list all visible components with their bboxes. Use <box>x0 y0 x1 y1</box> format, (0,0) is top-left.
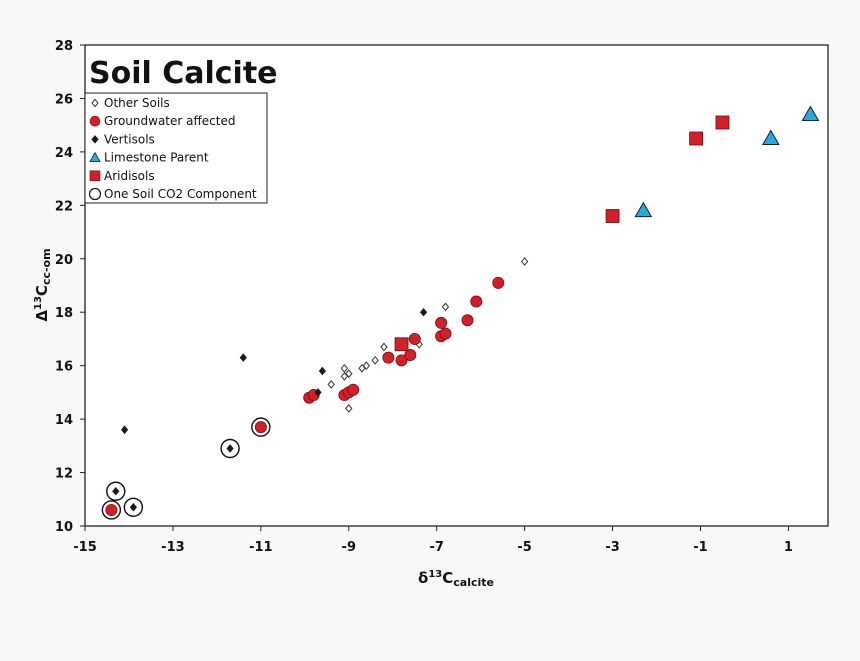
point-circle-red <box>404 348 417 361</box>
point-diamond-filled <box>314 388 322 397</box>
point-diamond-open <box>345 404 353 413</box>
point-circle-open <box>106 481 126 501</box>
legend-item: Groundwater affected <box>89 114 235 128</box>
legend-item: Vertisols <box>91 132 155 146</box>
y-tick-label: 26 <box>55 92 73 107</box>
point-circle-red <box>470 295 483 308</box>
point-square-red <box>689 131 704 146</box>
point-diamond-open <box>345 369 353 379</box>
point-circle-red <box>347 383 360 396</box>
point-diamond-filled <box>419 307 428 317</box>
y-tick-label: 16 <box>55 360 73 375</box>
point-circle-red <box>461 314 474 327</box>
x-tick-label: -9 <box>342 540 356 555</box>
point-triangle-blue <box>634 201 653 218</box>
legend: Other Soils Groundwater affected Vertisols… <box>84 92 268 204</box>
point-diamond-open <box>520 257 529 266</box>
legend-label: Vertisols <box>104 132 155 146</box>
y-tick-label: 28 <box>55 39 73 54</box>
point-circle-red <box>382 351 395 364</box>
point-circle-red <box>395 354 408 367</box>
x-tick-label: -11 <box>249 540 273 555</box>
point-circle-red <box>408 332 421 345</box>
point-square-red <box>394 337 409 352</box>
point-diamond-filled <box>239 353 247 362</box>
point-circle-open <box>123 497 144 517</box>
point-diamond-open <box>441 302 450 312</box>
legend-marker-diamond-open <box>91 98 99 108</box>
point-circle-red <box>435 316 448 329</box>
point-circle-open <box>251 417 271 437</box>
point-circle-open <box>220 438 240 459</box>
point-diamond-filled <box>112 486 120 496</box>
point-diamond-open <box>340 363 349 373</box>
point-triangle-blue <box>761 129 780 146</box>
chart-title: Soil Calcite <box>89 56 278 91</box>
legend-marker-circle-red <box>89 115 101 127</box>
y-tick-label: 22 <box>55 199 73 214</box>
y-axis-title: Δ13Ccc-om <box>33 248 53 321</box>
point-square-red <box>715 115 730 130</box>
point-circle-red <box>439 327 452 340</box>
y-tick-label: 20 <box>55 253 73 268</box>
y-tick-label: 18 <box>55 306 73 321</box>
legend-label: Aridisols <box>104 169 155 183</box>
data-marks <box>101 105 820 520</box>
x-tick-label: -1 <box>693 540 707 555</box>
point-circle-red <box>105 503 118 516</box>
y-tick-label: 14 <box>55 413 73 428</box>
y-tick-label: 12 <box>55 467 73 482</box>
y-tick-label: 10 <box>55 520 73 535</box>
point-circle-red <box>254 421 267 434</box>
point-diamond-open <box>380 342 388 352</box>
point-diamond-filled <box>129 503 137 512</box>
legend-item: Limestone Parent <box>89 151 209 165</box>
x-tick-label: -7 <box>429 540 443 555</box>
x-tick-label: -3 <box>605 540 619 555</box>
x-axis-title: δ13Ccalcite <box>418 569 494 589</box>
point-diamond-filled <box>318 366 327 376</box>
y-tick-label: 24 <box>55 146 73 161</box>
legend-marker-circle-open <box>88 187 102 201</box>
x-tick-label: -5 <box>517 540 531 555</box>
point-diamond-filled <box>226 444 234 453</box>
point-diamond-open <box>362 361 371 371</box>
point-diamond-filled <box>120 425 129 435</box>
point-diamond-open <box>327 379 335 389</box>
point-diamond-open <box>371 355 379 365</box>
legend-box <box>84 92 268 204</box>
point-triangle-blue <box>801 105 820 121</box>
legend-item: Aridisols <box>89 169 155 183</box>
legend-label: One Soil CO2 Component <box>104 187 257 201</box>
legend-label: Limestone Parent <box>104 151 209 165</box>
legend-marker-triangle-blue <box>89 151 101 163</box>
x-tick-label: 1 <box>784 540 793 555</box>
legend-label: Other Soils <box>104 96 170 110</box>
legend-item: One Soil CO2 Component <box>88 187 257 201</box>
point-square-red <box>605 209 620 223</box>
x-tick-label: -15 <box>73 540 97 555</box>
legend-label: Groundwater affected <box>104 114 235 128</box>
x-tick-label: -13 <box>161 540 185 555</box>
legend-marker-square-red <box>89 170 101 182</box>
point-circle-red <box>492 276 505 289</box>
legend-marker-diamond-filled <box>91 135 99 144</box>
point-circle-open <box>101 500 122 520</box>
legend-item: Other Soils <box>91 96 170 110</box>
